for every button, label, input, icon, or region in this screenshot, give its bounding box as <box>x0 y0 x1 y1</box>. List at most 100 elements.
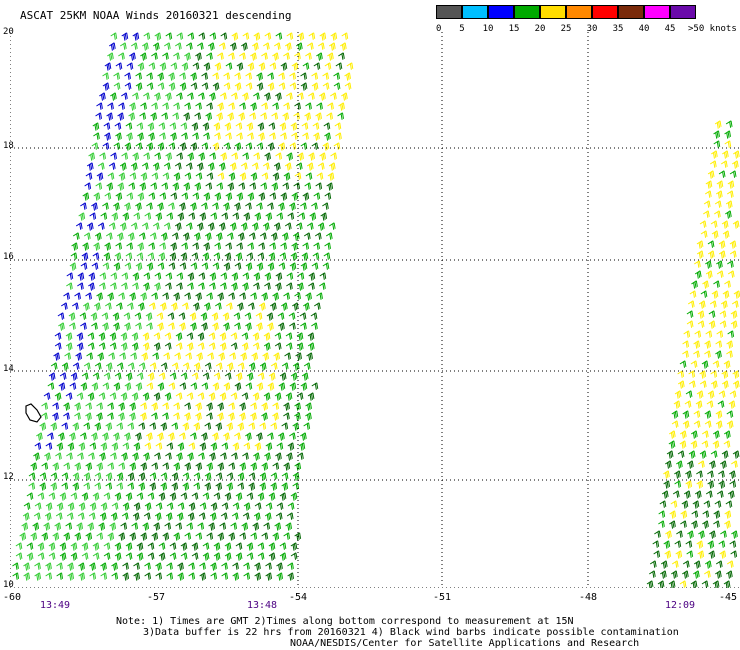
wind-barb <box>245 72 252 80</box>
wind-barb <box>91 202 98 211</box>
wind-barb <box>280 192 288 201</box>
wind-barb <box>204 232 212 241</box>
wind-barb <box>690 360 698 368</box>
wind-barb <box>257 122 265 131</box>
wind-barb <box>88 272 96 281</box>
wind-barb <box>277 312 285 320</box>
wind-barb <box>242 272 250 280</box>
wind-barb <box>198 32 206 40</box>
wind-barb <box>234 262 242 270</box>
wind-barb <box>122 562 129 570</box>
wind-barb <box>89 502 97 511</box>
wind-barb <box>48 552 56 560</box>
wind-barb <box>677 450 685 458</box>
wind-barb <box>80 322 87 330</box>
wind-barb <box>170 192 178 200</box>
wind-barb <box>704 340 712 349</box>
wind-barb <box>272 292 279 301</box>
wind-barb <box>701 360 709 369</box>
wind-barb <box>232 502 240 510</box>
wind-barb <box>176 92 183 100</box>
wind-barb <box>86 222 94 231</box>
wind-barb <box>66 512 74 520</box>
wind-barb <box>215 422 223 431</box>
wind-barb <box>236 302 244 311</box>
wind-barb <box>92 122 100 131</box>
wind-barb <box>72 472 80 481</box>
wind-barb <box>202 552 210 561</box>
wind-barb <box>264 452 271 461</box>
wind-barb <box>240 162 248 170</box>
wind-barb <box>224 252 232 261</box>
wind-barb <box>247 192 255 201</box>
wind-barb <box>236 132 243 140</box>
wind-barb <box>289 322 296 330</box>
wind-barb <box>110 272 118 280</box>
wind-barb <box>695 400 703 409</box>
wind-barb <box>295 42 303 51</box>
lon-label: -60 <box>2 592 22 603</box>
wind-barb <box>186 332 194 340</box>
wind-barb <box>118 102 125 110</box>
wind-barb <box>253 32 261 41</box>
legend-label: 20 <box>534 24 546 34</box>
wind-barb <box>256 82 264 91</box>
wind-barb <box>114 542 122 551</box>
wind-barb <box>23 562 30 571</box>
wind-barb <box>201 82 209 90</box>
wind-barb <box>68 312 76 321</box>
wind-barb <box>239 292 246 300</box>
wind-barb <box>127 422 135 430</box>
wind-barb <box>179 142 187 151</box>
wind-barb <box>195 402 202 411</box>
wind-barb <box>692 500 700 509</box>
wind-barb <box>107 402 114 410</box>
wind-barb <box>693 340 701 349</box>
wind-barb <box>346 62 354 70</box>
wind-barb <box>152 162 160 171</box>
wind-barb <box>704 350 711 358</box>
wind-barb <box>273 42 281 50</box>
wind-barb <box>289 432 296 440</box>
wind-barb <box>225 132 232 140</box>
wind-barb <box>107 292 114 301</box>
wind-barb <box>61 422 69 430</box>
wind-barb <box>189 312 197 321</box>
wind-barb <box>108 42 116 51</box>
wind-barb <box>93 242 100 251</box>
wind-barb <box>188 442 196 450</box>
wind-barb <box>50 362 58 370</box>
wind-barb <box>729 170 737 178</box>
wind-barb <box>197 332 205 341</box>
wind-barb <box>718 470 725 478</box>
wind-barb <box>70 492 78 500</box>
wind-barb <box>111 212 119 221</box>
wind-barb <box>193 472 201 480</box>
wind-barb <box>136 542 144 551</box>
wind-barb <box>280 302 288 311</box>
wind-barb <box>111 502 119 510</box>
wind-barb <box>279 252 287 260</box>
legend-swatch <box>566 5 592 19</box>
wind-barb <box>162 52 169 60</box>
wind-barb <box>97 162 105 170</box>
wind-barb <box>698 530 705 539</box>
wind-barb <box>247 242 254 250</box>
wind-barb <box>228 462 236 470</box>
wind-barb <box>88 452 95 460</box>
wind-barb <box>149 232 157 240</box>
wind-barb <box>721 220 729 229</box>
wind-barb <box>106 112 113 121</box>
wind-barb <box>322 72 329 80</box>
wind-barb <box>200 312 208 321</box>
legend-swatch <box>618 5 644 19</box>
wind-barb <box>124 322 131 331</box>
wind-barb <box>691 520 698 529</box>
wind-barb <box>727 270 735 278</box>
wind-barb <box>715 340 723 348</box>
wind-barb <box>246 552 254 560</box>
lon-label: -57 <box>146 592 166 603</box>
wind-barb <box>116 482 124 490</box>
wind-barb <box>78 572 86 581</box>
wind-barb <box>26 552 34 561</box>
